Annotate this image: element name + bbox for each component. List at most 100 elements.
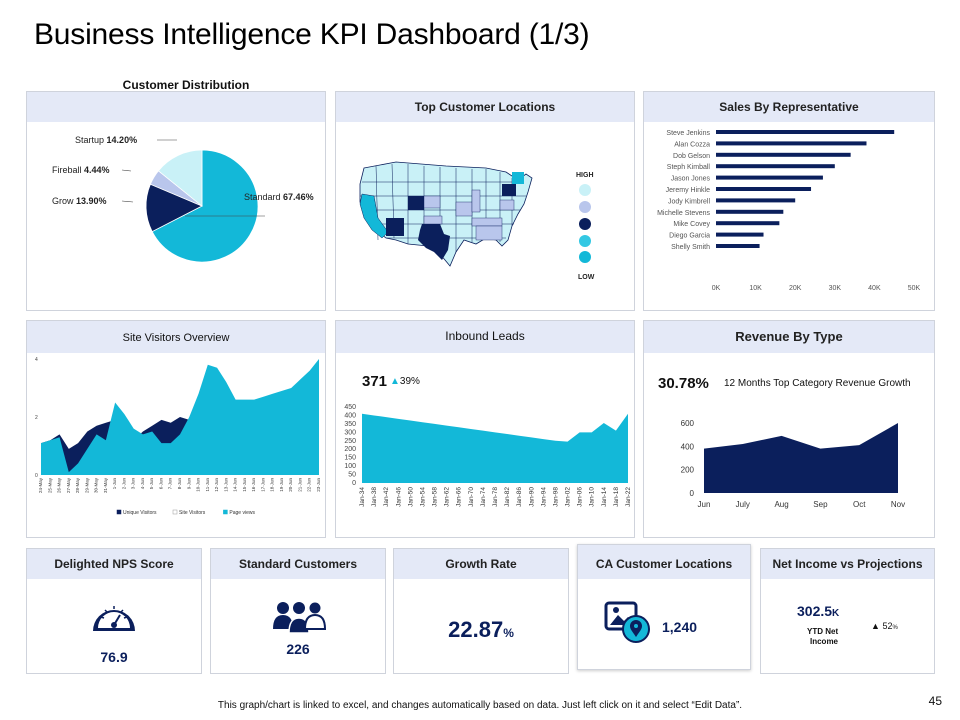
site-visitors-x-tick: 4-Jun [140,478,145,490]
site-visitors-x-tick: 7-Jun [168,478,173,490]
growth-rate-value-wrap: 22.87% [394,617,568,643]
site-visitors-y-tick: 4 [35,357,38,363]
inbound-leads-x-tick: Jan-18 [613,487,620,507]
customer-distribution-header [27,92,325,122]
growth-rate-unit: % [503,626,514,640]
speedometer-icon [93,606,135,631]
state-pennsylvania [502,184,516,196]
nps-header: Delighted NPS Score [27,549,201,579]
revenue-type-y-tick: 0 [690,489,695,498]
site-visitors-legend-swatch [172,509,178,515]
site-visitors-x-tick: 14-Jun [233,478,238,492]
inbound-leads-x-tick: Jan-46 [395,487,402,507]
ca-locations-value: 1,240 [662,619,698,635]
inbound-leads-x-tick: Jan-22 [625,487,632,507]
ca-locations-card: CA Customer Locations 1,240 [577,544,751,670]
footer-note: This graph/chart is linked to excel, and… [217,700,743,711]
revenue-type-x-tick: Sep [813,500,828,509]
revenue-type-area[interactable] [704,423,898,493]
map-legend-high: HIGH [576,172,594,179]
inbound-leads-x-tick: Jan-82 [504,487,511,507]
sales-rep-x-tick: 10K [749,285,762,292]
state-tennessee [471,217,503,227]
map-legend-low: LOW [578,274,595,281]
inbound-leads-area[interactable] [362,413,628,483]
us-map[interactable]: HIGH LOW [336,122,634,310]
site-visitors-area-page-views[interactable] [41,359,319,475]
state-southeast [475,225,503,241]
sales-rep-bar[interactable] [716,198,796,203]
sales-rep-label: Steph Kimball [667,164,711,171]
revenue-type-x-tick: Oct [853,500,866,509]
page-number: 45 [928,694,942,708]
revenue-type-x-tick: Jun [698,500,711,509]
site-visitors-x-tick: 29-May [84,477,89,493]
site-visitors-x-tick: 9-Jun [186,478,191,490]
pie-slice-standard[interactable] [151,149,259,263]
site-visitors-chart[interactable]: 0 2 4 24-May 25-May 26-May 27-May 28-May 29-May 3… [27,353,325,537]
sales-rep-bar[interactable] [716,164,835,169]
pie-leader-fireball [121,169,132,172]
site-visitors-x-tick: 6-Jun [158,478,163,490]
sales-rep-chart[interactable]: Steve Jenkins Alan Cozza Dob Gelson Steph K… [644,122,934,310]
sales-rep-bar[interactable] [716,175,823,180]
inbound-leads-y-tick: 300 [344,429,356,436]
inbound-leads-x-tick: Jan-70 [468,487,475,507]
inbound-leads-y-tick: 100 [344,463,356,470]
sales-rep-label: Steve Jenkins [666,130,710,137]
sales-rep-bar[interactable] [716,141,867,146]
net-income-card: Net Income vs Projections 302.5K YTD Net… [760,548,935,674]
sales-rep-label: Alan Cozza [674,141,710,148]
sales-rep-header: Sales By Representative [644,92,934,122]
site-visitors-x-tick: 8-Jun [177,478,182,490]
sales-rep-bar[interactable] [716,152,851,157]
site-visitors-x-tick: 13-Jun [223,478,228,492]
sales-rep-bar[interactable] [716,244,760,248]
revenue-type-x-tick: Aug [774,500,788,509]
inbound-leads-x-tick: Jan-14 [601,487,608,507]
inbound-leads-x-tick: Jan-90 [528,487,535,507]
customer-distribution-chart[interactable]: Startup 14.20% Fireball 4.44% Grow 13.90… [27,122,325,310]
pie-slice-startup[interactable] [157,149,203,207]
site-visitors-legend-label: Site Visitors [179,510,206,516]
standard-customers-card: Standard Customers 226 [210,548,386,674]
site-visitors-x-tick: 5-Jun [149,478,154,490]
site-visitors-x-tick: 28-May [75,477,80,493]
site-visitors-x-tick: 27-May [66,477,71,493]
site-visitors-x-tick: 16-Jun [251,478,256,492]
site-visitors-legend-label: Unique Visitors [123,510,157,516]
site-visitors-legend-swatch [116,509,122,515]
state-texas [418,224,450,260]
inbound-leads-y-tick: 450 [344,404,356,411]
standard-customers-header: Standard Customers [211,549,385,579]
sales-rep-label: Jason Jones [671,176,711,183]
net-income-value: 302.5 [797,603,833,619]
inbound-leads-x-tick: Jan-38 [371,487,378,507]
site-visitors-x-tick: 19-Jun [279,478,284,492]
site-visitors-legend-swatch [223,509,228,515]
site-visitors-x-tick: 15-Jun [242,478,247,492]
inbound-leads-y-tick: 0 [352,480,356,487]
net-income-header: Net Income vs Projections [761,549,934,579]
inbound-leads-y-tick: 400 [344,412,356,419]
inbound-leads-x-tick: Jan-74 [480,487,487,507]
sales-rep-bar[interactable] [716,187,812,191]
site-visitors-x-tick: 3-Jun [131,478,136,490]
inbound-leads-y-tick: 200 [344,446,356,453]
sales-rep-bar[interactable] [716,232,764,237]
sales-rep-label: Jody Kimbrell [668,198,710,205]
site-visitors-x-tick: 22-Jun [307,478,312,492]
site-visitors-x-tick: 18-Jun [270,478,275,492]
revenue-type-chart[interactable]: 0 200 400 600 Jun July Aug Sep Oct Nov [644,403,934,523]
inbound-leads-x-tick: Jan-62 [444,487,451,507]
sales-rep-bar[interactable] [716,130,895,134]
site-visitors-x-tick: 12-Jun [214,478,219,492]
sales-rep-bar[interactable] [716,209,784,214]
revenue-type-subtitle: 12 Months Top Category Revenue Growth [724,378,911,389]
net-income-value-wrap: 302.5K [797,603,839,621]
state-colorado [408,196,424,210]
sales-rep-bar[interactable] [716,221,780,226]
up-triangle-icon: ▲ [390,376,400,387]
inbound-leads-x-tick: Jan-02 [565,487,572,507]
